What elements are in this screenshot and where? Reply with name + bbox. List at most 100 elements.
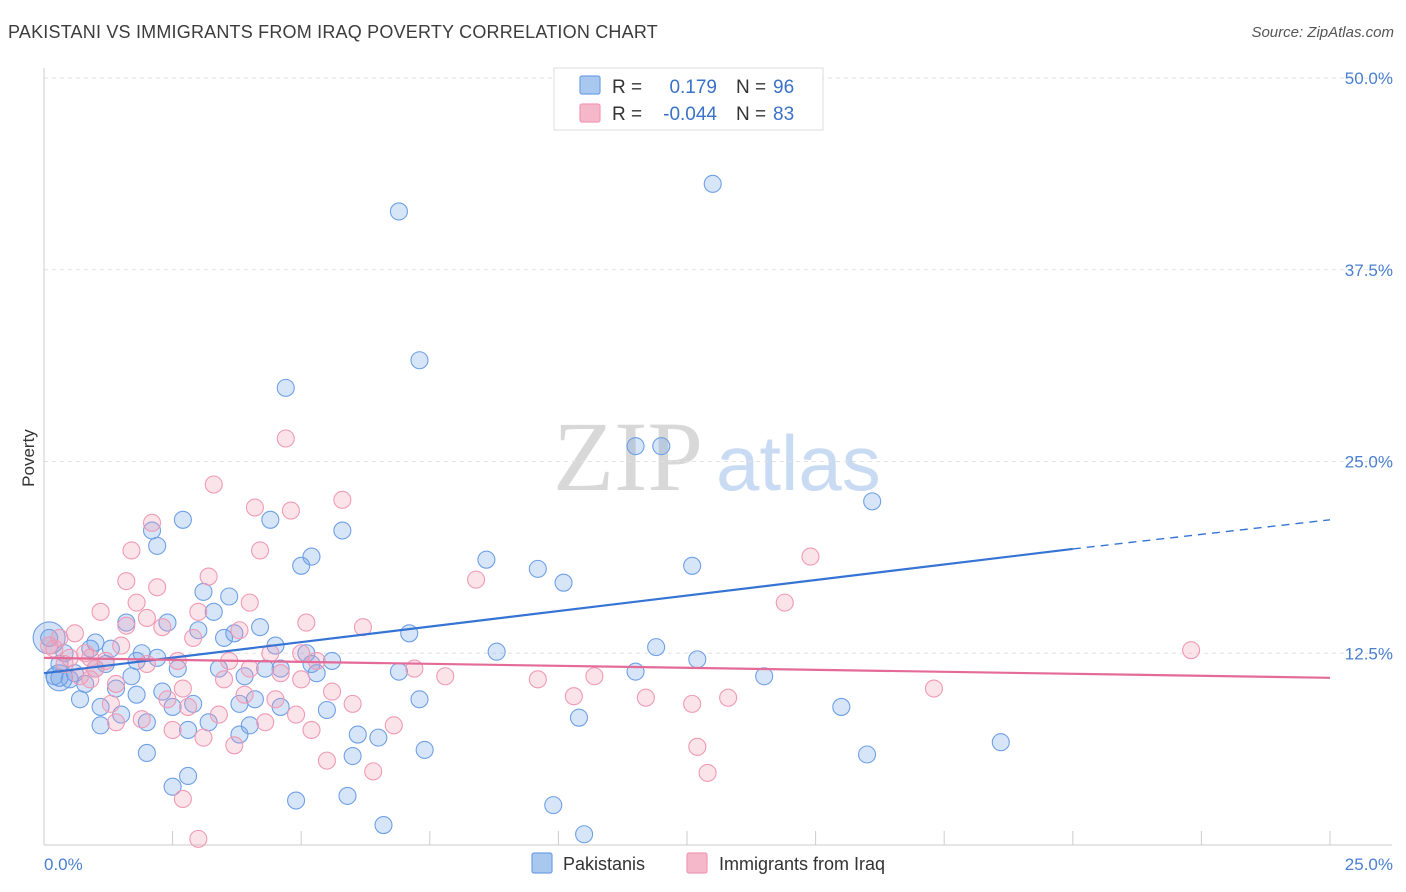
data-point [585, 667, 604, 686]
data-point [220, 587, 239, 606]
data-point [626, 662, 645, 681]
data-point [755, 667, 774, 686]
data-point [50, 628, 69, 647]
data-point [91, 716, 110, 735]
data-point [256, 713, 275, 732]
x-tick-label-min: 0.0% [44, 855, 83, 874]
watermark-zip: ZIP [553, 401, 703, 512]
data-point [142, 513, 162, 532]
data-point [65, 624, 84, 643]
data-point [323, 651, 342, 670]
data-point [245, 690, 264, 709]
data-point [117, 616, 136, 635]
data-point [245, 498, 264, 517]
data-point [544, 796, 563, 815]
data-point [204, 602, 223, 621]
data-point [415, 740, 434, 759]
data-point [389, 662, 408, 681]
data-point [647, 638, 666, 657]
data-point [178, 766, 198, 786]
data-point [575, 825, 594, 844]
data-point [153, 618, 172, 637]
data-point [148, 536, 167, 555]
data-point [698, 763, 717, 782]
data-point [178, 720, 198, 740]
data-point [410, 690, 429, 709]
data-point [271, 659, 290, 678]
data-point [178, 697, 198, 716]
data-point [302, 547, 321, 566]
data-point [132, 710, 151, 729]
data-point [333, 521, 352, 540]
series-iraq-points [40, 429, 1201, 848]
data-point [137, 713, 156, 732]
data-point [626, 437, 645, 456]
data-point [307, 664, 326, 683]
data-point [374, 816, 393, 835]
data-point [127, 593, 146, 612]
data-point [112, 636, 131, 655]
bottom-legend-label-iraq: Immigrants from Iraq [719, 854, 885, 874]
data-point [225, 736, 244, 755]
legend-n-label-2: N = [736, 104, 766, 125]
data-point [554, 573, 573, 592]
data-point [137, 743, 156, 763]
data-point [240, 593, 259, 612]
data-point [148, 578, 167, 597]
data-point [801, 547, 820, 566]
data-point [343, 746, 362, 766]
data-point [40, 628, 59, 647]
data-point [333, 490, 352, 509]
data-point [106, 674, 126, 693]
trend-lines [43, 519, 1331, 679]
data-point [194, 728, 213, 747]
data-point [173, 789, 192, 809]
data-point [122, 667, 141, 686]
trend-line-iraq [43, 656, 1331, 679]
data-point [564, 687, 583, 706]
data-point [225, 624, 244, 643]
data-point [688, 737, 707, 756]
data-point [775, 593, 794, 612]
data-point [70, 690, 90, 709]
data-point [189, 829, 208, 848]
data-point [569, 708, 589, 727]
data-point [317, 751, 336, 770]
data-point [276, 429, 295, 448]
data-point [348, 725, 367, 744]
data-point [1182, 641, 1201, 660]
data-point [297, 613, 316, 632]
data-point [50, 668, 69, 687]
data-point [863, 492, 882, 511]
data-point [230, 621, 249, 640]
legend-n-value-1: 96 [773, 77, 794, 98]
data-point [106, 713, 126, 732]
data-point [214, 670, 234, 689]
data-point [683, 694, 702, 713]
data-point [261, 510, 280, 529]
data-point [832, 697, 851, 716]
data-point [266, 690, 285, 709]
bottom-legend-swatch-pakistanis [531, 852, 553, 874]
axes [43, 68, 1392, 846]
data-point [214, 628, 234, 647]
legend-r-label-2: R = [612, 104, 642, 125]
data-point [81, 670, 100, 689]
data-point [189, 602, 208, 621]
legend-n-label-1: N = [736, 77, 766, 98]
data-point [292, 556, 311, 575]
data-point [636, 688, 655, 707]
data-point [281, 501, 300, 520]
y-tick-label: 37.5% [1345, 261, 1393, 280]
data-point [302, 720, 321, 740]
data-point [137, 608, 156, 628]
data-point [343, 694, 362, 713]
legend-r-value-1: 0.179 [669, 77, 717, 98]
legend-r-label-1: R = [612, 77, 642, 98]
data-point [163, 720, 182, 740]
data-point [173, 679, 192, 698]
data-point [209, 705, 228, 724]
legend-swatch-iraq [579, 103, 601, 123]
data-point [292, 644, 311, 663]
